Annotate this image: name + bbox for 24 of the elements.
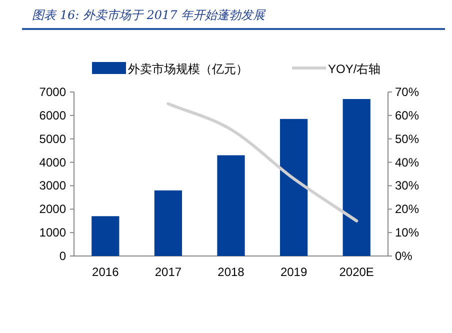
x-tick-label: 2020E — [339, 265, 374, 279]
x-tick-label: 2017 — [154, 265, 182, 279]
y2-tick-label: 40% — [395, 155, 420, 170]
x-tick-label: 2018 — [218, 265, 245, 279]
y-tick-label: 5000 — [39, 132, 66, 146]
y-tick-label: 7000 — [39, 85, 66, 99]
y-tick-label: 1000 — [39, 226, 66, 240]
y2-tick-label: 10% — [395, 226, 420, 240]
y-tick-label: 6000 — [39, 108, 66, 122]
y2-tick-label: 60% — [395, 108, 420, 122]
y-tick-label: 4000 — [39, 155, 66, 170]
y2-tick-label: 30% — [395, 178, 420, 193]
y-tick-label: 2000 — [39, 202, 66, 216]
legend: YOY/右轴 — [328, 62, 381, 76]
y2-tick-label: 70% — [395, 85, 420, 99]
y2-tick-label: 20% — [395, 202, 420, 216]
title: 图表 16: 外卖市场于 2017 年开始蓬勃发展 — [32, 8, 266, 22]
y2-tick-label: 50% — [395, 132, 420, 146]
x-tick-label: 2019 — [280, 265, 308, 279]
y-tick-label: 0 — [59, 249, 66, 263]
y-tick-label: 3000 — [39, 178, 66, 193]
legend: 外卖市场规模（亿元） — [128, 62, 248, 76]
x-tick-label: 2016 — [92, 265, 120, 279]
y2-tick-label: 0% — [395, 249, 413, 263]
